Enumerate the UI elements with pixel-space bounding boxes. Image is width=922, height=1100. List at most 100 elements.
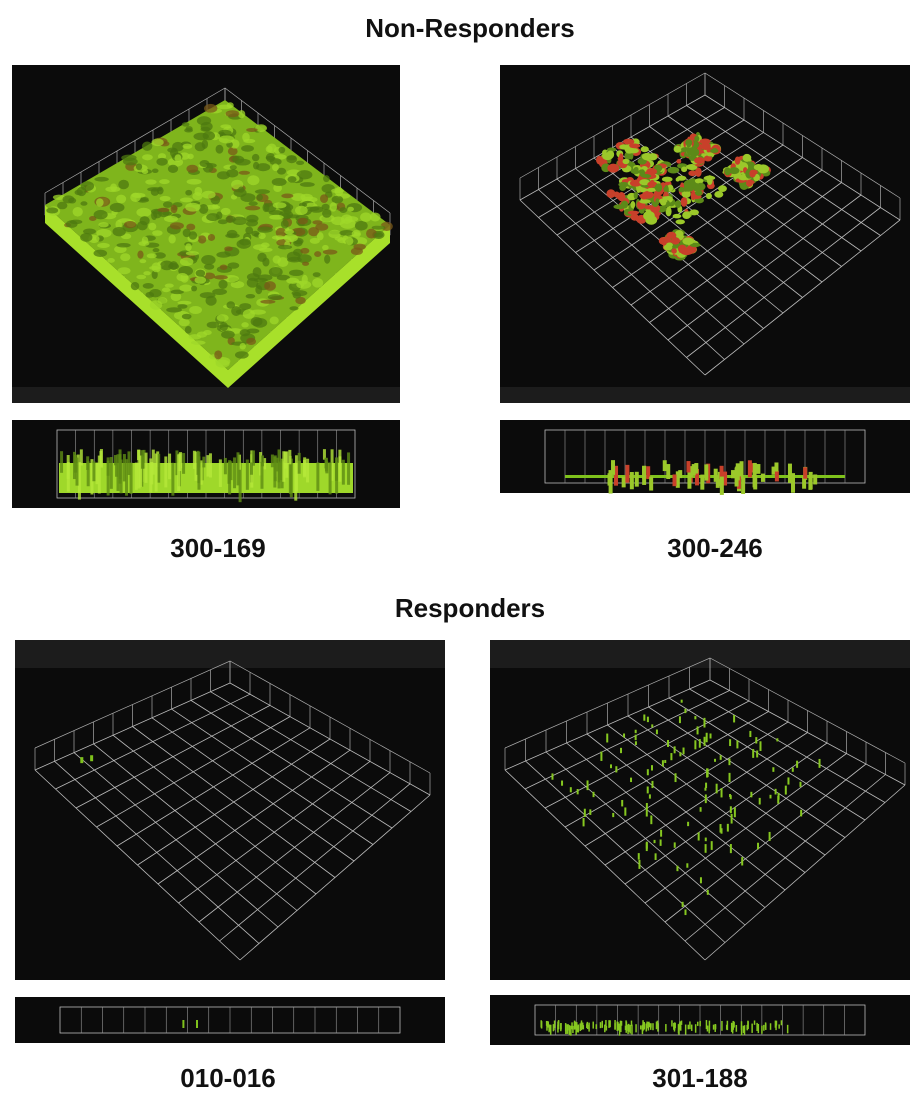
side-texture [803,467,807,478]
biofilm-texture [216,359,230,367]
biofilm-cluster [618,192,626,201]
biofilm-texture [201,122,213,131]
side-texture [316,462,319,491]
bacteria-spot [675,773,677,782]
bacteria-spot [638,860,640,869]
biofilm-cluster [650,180,655,188]
side-texture [581,1020,583,1024]
bacteria-spot [612,813,614,817]
biofilm-texture [136,275,146,280]
bacteria-spot [681,700,683,703]
biofilm-texture [185,203,200,212]
biofilm-cluster [676,159,681,164]
bacteria-spot [727,824,729,832]
biofilm-texture [258,233,265,239]
biofilm-texture [247,175,259,185]
bacteria-spot [697,726,699,734]
bacteria-spot [620,748,622,753]
side-texture [695,1024,697,1033]
biofilm-texture [93,250,107,257]
bacteria-spot [589,809,591,815]
biofilm-texture [225,233,239,238]
image-band [500,387,910,403]
biofilm-texture [151,188,159,196]
biofilm-cluster [653,192,658,197]
biofilm-cluster [724,167,731,175]
bacteria-spot [660,830,662,837]
biofilm-cluster [685,182,691,192]
biofilm-cluster [681,197,688,207]
side-texture [665,1024,667,1032]
biofilm-texture [323,249,338,254]
side-texture [813,474,817,484]
side-texture [608,1020,610,1028]
panel-label: 010-016 [180,1063,275,1093]
side-texture [756,464,760,474]
bacteria-spot [684,709,686,713]
biofilm-texture [232,217,246,225]
bacteria-spot [733,715,735,722]
side-texture [761,474,765,482]
biofilm-texture [137,251,143,259]
bacteria-spot [704,737,706,746]
biofilm-texture [251,317,263,326]
bacteria-spot [643,714,645,720]
biofilm-texture [73,207,83,217]
side-texture [791,473,795,493]
side-texture [626,1022,628,1030]
side-texture [735,468,739,487]
panel-label: 300-169 [170,533,265,563]
biofilm-texture [147,253,157,258]
biofilm-texture [331,188,344,193]
bacteria-spot [721,788,723,797]
biofilm-texture [218,130,231,136]
side-texture [674,1026,676,1032]
biofilm-texture [149,289,161,297]
bacteria-spot [716,784,718,794]
biofilm-texture [110,203,125,212]
bacteria-spot [694,740,696,749]
bacteria-spot [720,755,722,760]
side-texture [168,454,171,480]
biofilm-texture [145,179,156,184]
biofilm-cluster [619,153,623,161]
side-texture [335,457,338,480]
bacteria-spot [710,733,712,738]
bacteria-spot [772,767,774,772]
biofilm-texture [192,192,202,200]
side-texture [155,454,158,492]
side-texture [196,1020,198,1028]
bacteria-spot [623,733,625,737]
side-texture [741,1021,743,1030]
biofilm-cluster [646,168,657,175]
bacteria-spot [800,810,802,817]
biofilm-texture [246,338,256,345]
side-texture [753,463,757,471]
biofilm-texture [246,294,256,299]
bacteria-spot [730,806,732,813]
biofilm-texture [235,159,251,166]
bacteria-spot [647,786,649,793]
biofilm-cluster [686,147,698,156]
biofilm-texture [153,248,160,252]
biofilm-cluster [642,153,653,160]
biofilm-texture [169,235,176,244]
biofilm-texture [188,334,201,339]
biofilm-texture [98,222,108,227]
biofilm-texture [179,285,192,292]
side-texture [233,457,236,488]
biofilm-cluster [628,211,639,215]
side-texture [92,461,95,481]
biofilm-texture [202,191,216,199]
biofilm-texture [281,194,293,199]
bacteria-spot [647,769,649,775]
biofilm-cluster [621,201,628,209]
bacteria-spot [635,730,637,733]
biofilm-texture [182,314,192,320]
bacteria-spot [705,838,707,842]
biofilm-texture [263,203,270,212]
side-texture [182,1020,184,1028]
biofilm-texture [258,274,273,280]
bacteria-spot [679,752,681,756]
biofilm-cluster [735,157,741,165]
